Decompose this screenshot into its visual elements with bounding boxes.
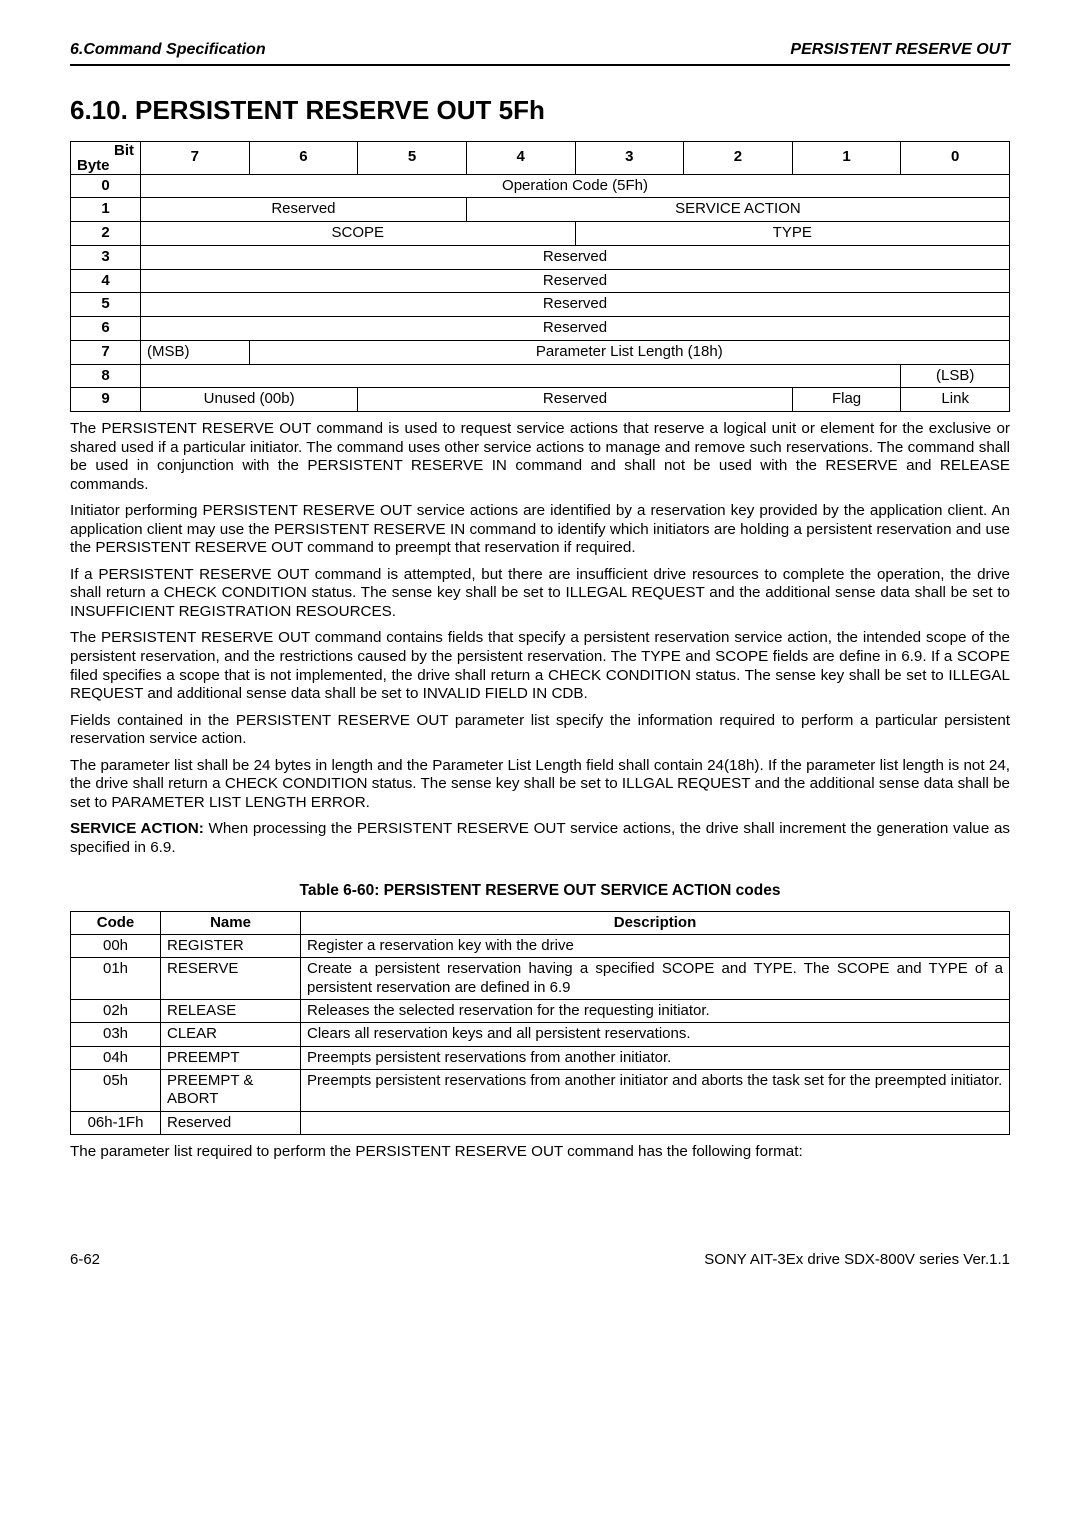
bit-header: 1	[792, 141, 901, 174]
name-cell: REGISTER	[161, 935, 301, 958]
code-cell: 06h-1Fh	[71, 1111, 161, 1134]
bit-byte-corner: BitByte	[71, 141, 141, 174]
service-action-code-table: CodeNameDescription 00hREGISTERRegister a…	[70, 911, 1010, 1135]
name-cell: CLEAR	[161, 1023, 301, 1046]
bit-header: 2	[684, 141, 793, 174]
code-table-header: Description	[301, 911, 1010, 934]
bit-cell: SCOPE	[141, 222, 576, 246]
table-caption: Table 6-60: PERSISTENT RESERVE OUT SERVI…	[70, 881, 1010, 900]
paragraph: The PERSISTENT RESERVE OUT command is us…	[70, 420, 1010, 494]
byte-index: 8	[71, 364, 141, 388]
code-cell: 03h	[71, 1023, 161, 1046]
desc-cell: Preempts persistent reservations from an…	[301, 1046, 1010, 1069]
desc-cell: Create a persistent reservation having a…	[301, 958, 1010, 1000]
byte-index: 1	[71, 198, 141, 222]
paragraph: SERVICE ACTION: When processing the PERS…	[70, 820, 1010, 857]
byte-index: 5	[71, 293, 141, 317]
code-cell: 01h	[71, 958, 161, 1000]
bit-cell: TYPE	[575, 222, 1010, 246]
code-table-header: Code	[71, 911, 161, 934]
bit-cell: Flag	[792, 388, 901, 412]
paragraph: The parameter list required to perform t…	[70, 1143, 1010, 1162]
footer-right: SONY AIT-3Ex drive SDX-800V series Ver.1…	[704, 1251, 1010, 1270]
paragraph: The parameter list shall be 24 bytes in …	[70, 757, 1010, 813]
bit-header: 0	[901, 141, 1010, 174]
bit-header: 6	[249, 141, 358, 174]
code-cell: 05h	[71, 1069, 161, 1111]
bit-cell: SERVICE ACTION	[466, 198, 1009, 222]
bit-header: 3	[575, 141, 684, 174]
byte-index: 6	[71, 317, 141, 341]
name-cell: Reserved	[161, 1111, 301, 1134]
byte-index: 0	[71, 174, 141, 198]
name-cell: RESERVE	[161, 958, 301, 1000]
bit-cell: Reserved	[141, 317, 1010, 341]
byte-index: 2	[71, 222, 141, 246]
paragraph: If a PERSISTENT RESERVE OUT command is a…	[70, 566, 1010, 622]
bit-cell: Reserved	[141, 245, 1010, 269]
bit-header: 4	[466, 141, 575, 174]
desc-cell	[301, 1111, 1010, 1134]
bit-cell	[141, 364, 901, 388]
bit-cell: Reserved	[141, 293, 1010, 317]
paragraph: Fields contained in the PERSISTENT RESER…	[70, 712, 1010, 749]
bit-cell: (LSB)	[901, 364, 1010, 388]
bit-cell: Parameter List Length (18h)	[249, 340, 1009, 364]
header-left: 6.Command Specification	[70, 40, 266, 60]
byte-index: 9	[71, 388, 141, 412]
header-right: PERSISTENT RESERVE OUT	[790, 40, 1010, 60]
bit-cell: Reserved	[358, 388, 793, 412]
name-cell: PREEMPT	[161, 1046, 301, 1069]
code-cell: 04h	[71, 1046, 161, 1069]
code-cell: 00h	[71, 935, 161, 958]
byte-index: 3	[71, 245, 141, 269]
section-title: 6.10. PERSISTENT RESERVE OUT 5Fh	[70, 94, 1010, 127]
desc-cell: Preempts persistent reservations from an…	[301, 1069, 1010, 1111]
page-footer: 6-62 SONY AIT-3Ex drive SDX-800V series …	[70, 1251, 1010, 1270]
bit-header: 5	[358, 141, 467, 174]
bit-cell: Unused (00b)	[141, 388, 358, 412]
code-cell: 02h	[71, 1000, 161, 1023]
name-cell: PREEMPT & ABORT	[161, 1069, 301, 1111]
byte-index: 7	[71, 340, 141, 364]
desc-cell: Clears all reservation keys and all pers…	[301, 1023, 1010, 1046]
paragraph: The PERSISTENT RESERVE OUT command conta…	[70, 629, 1010, 703]
bit-cell: Operation Code (5Fh)	[141, 174, 1010, 198]
bit-cell: (MSB)	[141, 340, 250, 364]
service-action-text: When processing the PERSISTENT RESERVE O…	[70, 820, 1010, 856]
desc-cell: Register a reservation key with the driv…	[301, 935, 1010, 958]
bit-header: 7	[141, 141, 250, 174]
bit-layout-table: BitByte765432100Operation Code (5Fh)1Res…	[70, 141, 1010, 413]
bit-cell: Link	[901, 388, 1010, 412]
name-cell: RELEASE	[161, 1000, 301, 1023]
bit-cell: Reserved	[141, 198, 467, 222]
bit-cell: Reserved	[141, 269, 1010, 293]
byte-index: 4	[71, 269, 141, 293]
desc-cell: Releases the selected reservation for th…	[301, 1000, 1010, 1023]
code-table-header: Name	[161, 911, 301, 934]
service-action-label: SERVICE ACTION:	[70, 820, 204, 837]
page-header: 6.Command Specification PERSISTENT RESER…	[70, 40, 1010, 66]
footer-left: 6-62	[70, 1251, 100, 1270]
paragraph: Initiator performing PERSISTENT RESERVE …	[70, 502, 1010, 558]
